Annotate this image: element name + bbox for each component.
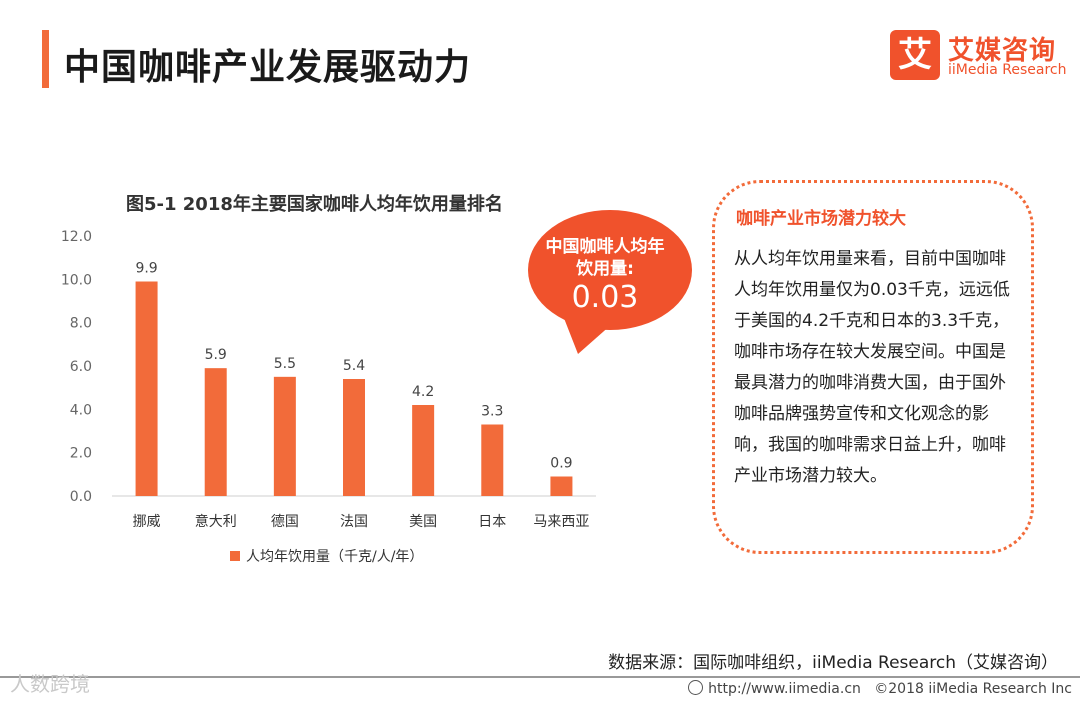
watermark: 人数跨境 [10, 672, 90, 696]
globe-icon [688, 680, 704, 695]
bars [135, 281, 573, 496]
logo-name-cn: 艾媒咨询 [948, 36, 1057, 66]
page-title: 中国咖啡产业发展驱动力 [64, 47, 472, 88]
bar [343, 379, 365, 496]
bar [550, 476, 573, 496]
chart-title: 图5-1 2018年主要国家咖啡人均年饮用量排名 [126, 194, 503, 215]
y-tick-label: 10.0 [61, 272, 92, 288]
y-tick-label: 0.0 [70, 489, 92, 505]
y-tick-label: 6.0 [70, 359, 92, 375]
data-label: 5.9 [205, 347, 227, 363]
x-tick-label: 德国 [271, 514, 299, 530]
x-tick-label: 美国 [409, 514, 437, 530]
brand-logo: 艾 艾媒咨询 iiMedia Research [890, 30, 1070, 82]
footer-url[interactable]: http://www.iimedia.cn [708, 681, 861, 697]
x-tick-label: 日本 [478, 514, 506, 530]
data-label: 3.3 [481, 404, 503, 420]
y-tick-label: 12.0 [61, 229, 92, 245]
footer: http://www.iimedia.cn ©2018 iiMedia Rese… [688, 680, 1072, 697]
bar [135, 281, 158, 496]
insight-title: 咖啡产业市场潜力较大 [736, 209, 906, 229]
insight-box [712, 180, 1034, 554]
x-tick-label: 挪威 [133, 514, 161, 530]
bar [204, 368, 227, 496]
title-accent-bar [42, 30, 49, 88]
insight-body: 从人均年饮用量来看，目前中国咖啡人均年饮用量仅为0.03千克，远远低于美国的4.… [734, 249, 1010, 486]
data-label: 5.4 [343, 358, 365, 374]
logo-mark: 艾 [890, 30, 940, 80]
bar [481, 424, 504, 496]
data-source: 数据来源：国际咖啡组织，iiMedia Research（艾媒咨询） [608, 653, 1058, 673]
x-tick-label: 意大利 [195, 513, 237, 530]
y-tick-label: 8.0 [70, 316, 92, 332]
x-tick-label: 法国 [340, 514, 368, 530]
callout-bubble [528, 210, 692, 354]
data-label: 9.9 [135, 261, 157, 277]
footer-copyright: ©2018 iiMedia Research Inc [874, 681, 1072, 697]
data-label: 0.9 [550, 456, 572, 472]
bar [273, 376, 296, 496]
y-tick-label: 2.0 [70, 446, 92, 462]
x-tick-label: 马来西亚 [533, 514, 589, 530]
legend-swatch [230, 551, 240, 561]
logo-name-en: iiMedia Research [948, 62, 1067, 78]
legend-label: 人均年饮用量（千克/人/年） [246, 549, 423, 565]
data-label: 5.5 [274, 356, 296, 372]
bar-chart: 0.0 2.0 4.0 6.0 8.0 10.0 12.0 9.9 5.9 5.5 5.4 4.2 3… [61, 229, 596, 565]
bar [412, 405, 435, 496]
footer-divider [0, 676, 1080, 678]
callout-label: 中国咖啡人均年饮用量: [545, 237, 665, 279]
value-labels: 9.9 5.9 5.5 5.4 4.2 3.3 0.9 [135, 261, 572, 472]
callout-value: 0.03 [571, 280, 639, 315]
chart-legend: 人均年饮用量（千克/人/年） [230, 549, 423, 565]
y-tick-label: 4.0 [70, 402, 92, 418]
category-labels: 挪威 意大利 德国 法国 美国 日本 马来西亚 [133, 513, 590, 530]
data-label: 4.2 [412, 384, 434, 400]
y-axis-ticks: 0.0 2.0 4.0 6.0 8.0 10.0 12.0 [61, 229, 92, 505]
